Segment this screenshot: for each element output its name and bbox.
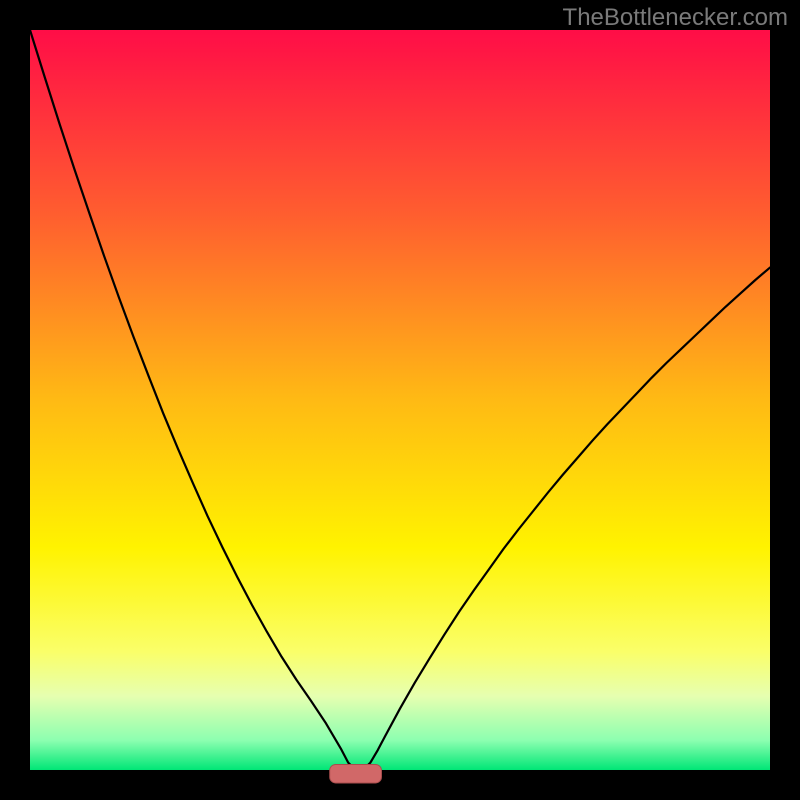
plot-area xyxy=(30,30,770,770)
bottleneck-chart xyxy=(0,0,800,800)
optimum-marker xyxy=(330,764,382,783)
bottleneck-chart-container: TheBottlenecker.com xyxy=(0,0,800,800)
